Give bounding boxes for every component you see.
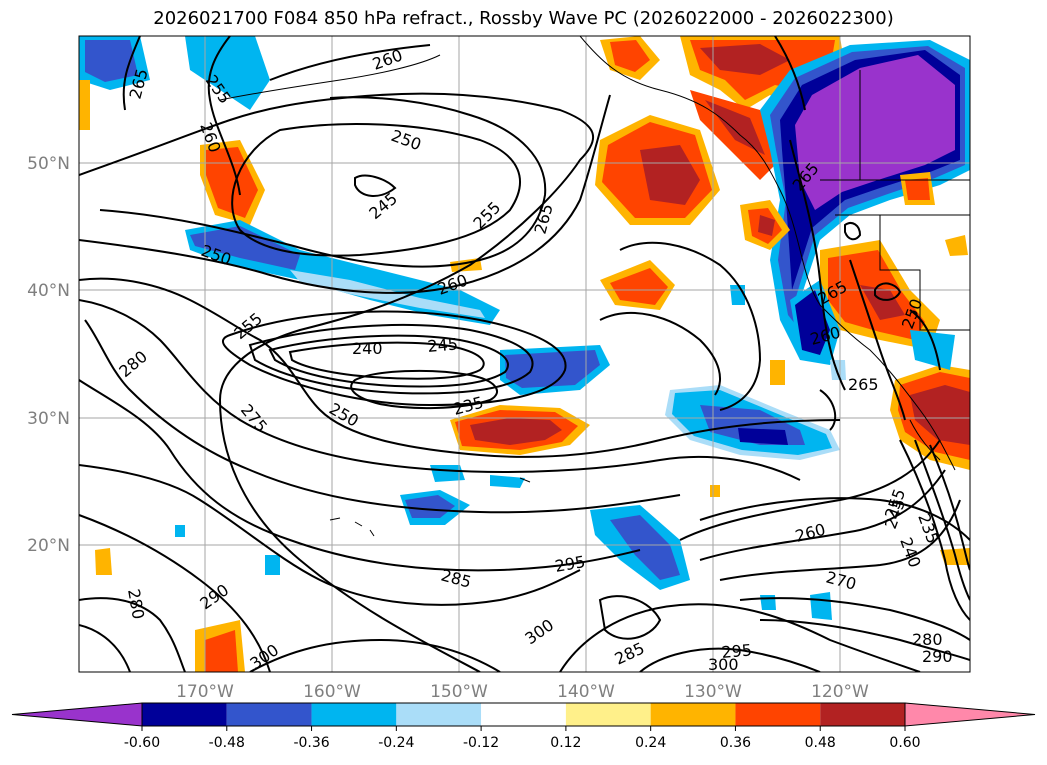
colorbar-tick-label: 0.24	[635, 735, 666, 751]
contour-label: 300	[708, 655, 739, 674]
latitude-label: 20°N	[27, 536, 70, 556]
longitude-label: 160°W	[303, 682, 361, 702]
colorbar-tick-label: -0.60	[124, 735, 160, 751]
colorbar-segment	[481, 703, 566, 726]
contour-label: 295	[721, 640, 753, 662]
colorbar-segment	[396, 703, 482, 726]
refractivity-contours	[79, 36, 970, 672]
colorbar-outline	[141, 702, 906, 727]
contour-label: 290	[922, 647, 953, 666]
contour-label: 280	[912, 630, 943, 649]
colorbar-segment	[735, 703, 821, 726]
latitude-label: 50°N	[27, 154, 70, 174]
colorbar-tick-label: 0.36	[720, 735, 751, 751]
colorbar-tick-label: 0.60	[889, 735, 920, 751]
colorbar: -0.60 -0.48 -0.36 -0.24 -0.12 0.12 0.24 0.36 0.4…	[11, 702, 1036, 751]
longitude-label: 130°W	[684, 682, 742, 702]
colorbar-tick-label: -0.12	[463, 735, 499, 751]
map-title: 2026021700 F084 850 hPa refract., Rossby…	[153, 8, 894, 29]
colorbar-segment	[650, 703, 736, 726]
latitude-label: 40°N	[27, 281, 70, 301]
colorbar-tick-label: 0.48	[805, 735, 836, 751]
colorbar-tick-label: 0.12	[550, 735, 581, 751]
map-frame	[78, 35, 971, 673]
longitude-label: 170°W	[176, 682, 234, 702]
longitude-label: 140°W	[557, 682, 615, 702]
colorbar-segment	[904, 702, 1036, 727]
longitude-axis: 170°W 160°W 150°W 140°W 130°W 120°W	[176, 682, 869, 702]
coastlines	[219, 36, 970, 537]
colorbar-tick-label: -0.24	[378, 735, 414, 751]
colorbar-segment	[226, 703, 312, 726]
longitude-label: 150°W	[430, 682, 488, 702]
latitude-axis: 50°N 40°N 30°N 20°N	[27, 154, 70, 556]
contour-label: 265	[848, 375, 879, 394]
longitude-label: 120°W	[811, 682, 869, 702]
colorbar-segment	[565, 703, 651, 726]
contour-label: 245	[427, 334, 459, 356]
colorbar-tick-label: -0.36	[293, 735, 329, 751]
latitude-label: 30°N	[27, 409, 70, 429]
contour-label: 240	[352, 339, 383, 358]
map-panel: 265 255 260 260 250 245 255 265 250 260 …	[79, 36, 970, 674]
colorbar-segment	[820, 703, 905, 726]
colorbar-segment	[11, 702, 143, 727]
shaded-anomalies	[79, 36, 970, 672]
colorbar-segment	[311, 703, 397, 726]
colorbar-tick-label: -0.48	[209, 735, 245, 751]
colorbar-segment	[142, 703, 227, 726]
